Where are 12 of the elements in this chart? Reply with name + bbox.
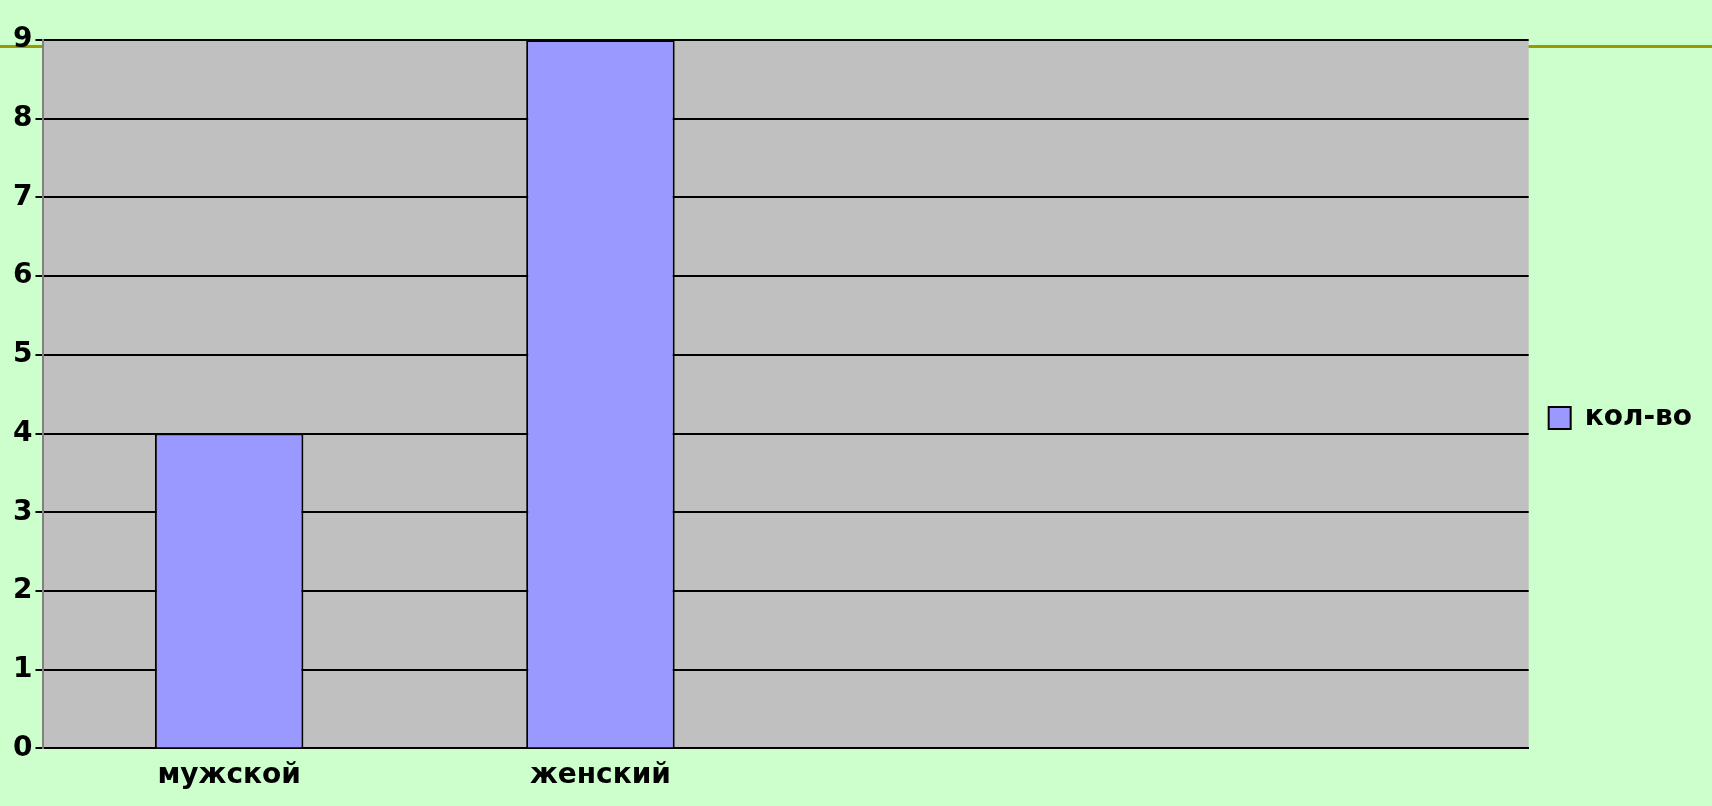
y-tick-label: 1 xyxy=(13,650,33,684)
x-tick-label: женский xyxy=(529,757,671,791)
y-tick-label: 8 xyxy=(13,99,33,133)
y-tick-label: 2 xyxy=(13,572,33,606)
y-tick-label: 4 xyxy=(13,414,33,448)
y-tick-label: 6 xyxy=(13,257,33,291)
y-tick-label: 0 xyxy=(13,729,33,763)
legend-label: кол-во xyxy=(1584,399,1692,433)
y-tick-label: 5 xyxy=(13,336,33,370)
y-tick-label: 3 xyxy=(13,493,33,527)
y-tick-label: 7 xyxy=(13,178,33,212)
x-tick-label: мужской xyxy=(157,757,301,791)
